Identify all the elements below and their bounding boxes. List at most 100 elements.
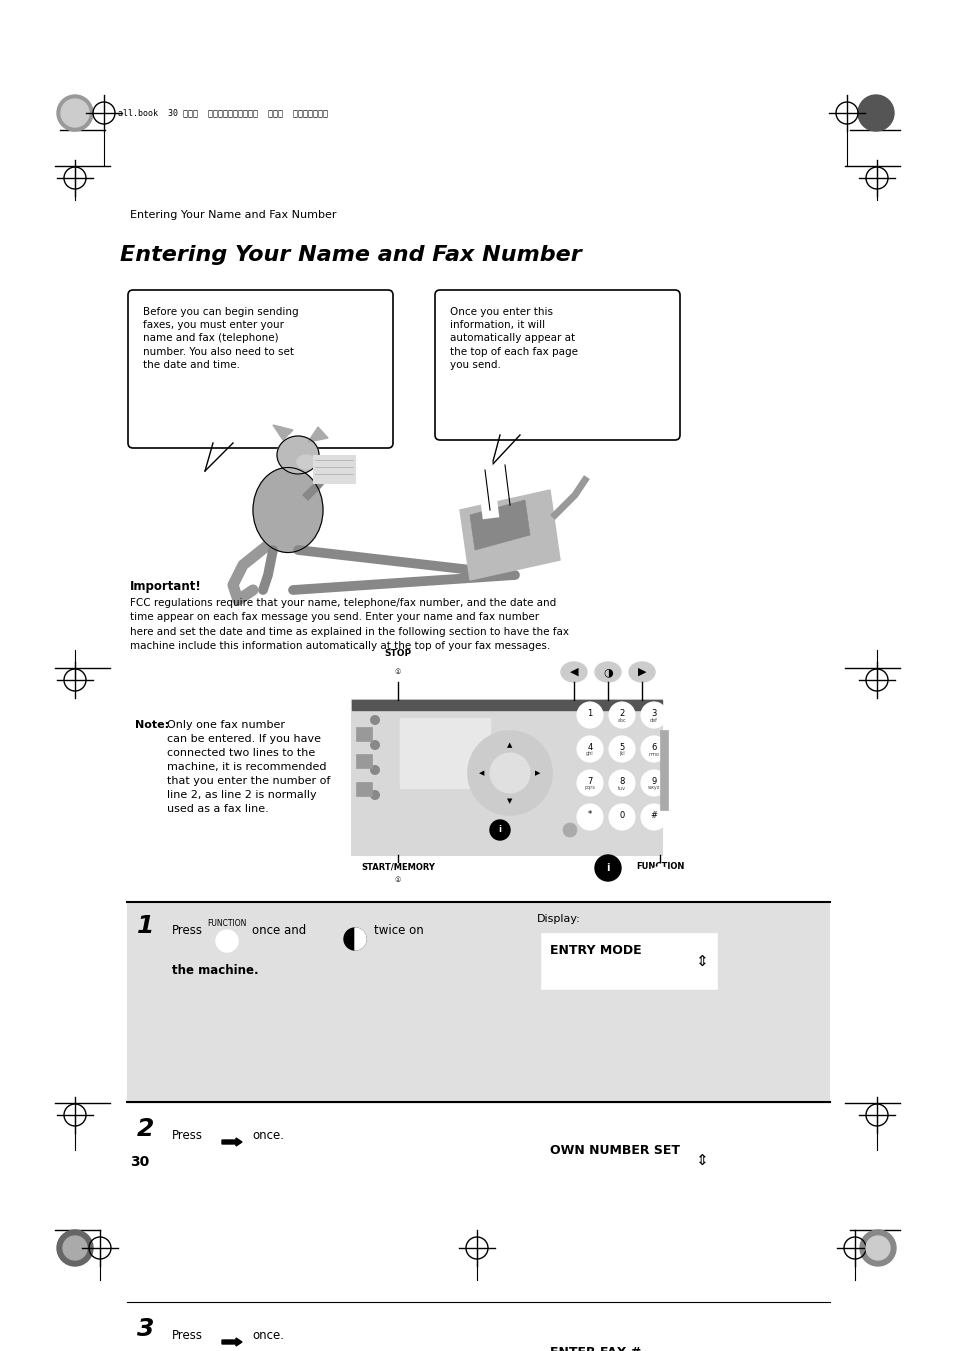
Text: START/MEMORY: START/MEMORY <box>360 862 435 871</box>
Text: 8: 8 <box>618 777 624 785</box>
Circle shape <box>490 820 510 840</box>
Text: once.: once. <box>252 1129 284 1142</box>
Text: Note:: Note: <box>135 720 169 730</box>
Ellipse shape <box>296 455 314 469</box>
Text: 9: 9 <box>651 777 656 785</box>
Text: def: def <box>649 717 658 723</box>
Text: ▶: ▶ <box>638 667 645 677</box>
Circle shape <box>370 740 379 750</box>
Circle shape <box>857 95 893 131</box>
Text: i: i <box>498 825 501 835</box>
Circle shape <box>370 790 379 800</box>
Wedge shape <box>355 928 366 950</box>
Text: FCC regulations require that your name, telephone/fax number, and the date and
t: FCC regulations require that your name, … <box>130 598 568 651</box>
Text: 2: 2 <box>137 1117 154 1142</box>
Text: 4: 4 <box>587 743 592 751</box>
Text: ENTER FAX #: ENTER FAX # <box>550 1346 640 1351</box>
Text: pqrs: pqrs <box>584 785 595 790</box>
Circle shape <box>608 703 635 728</box>
Bar <box>541 1333 717 1351</box>
Bar <box>659 730 667 811</box>
Text: the machine.: the machine. <box>172 965 258 977</box>
Text: Important!: Important! <box>130 580 201 593</box>
Text: ◑: ◑ <box>602 667 612 677</box>
Text: Display:: Display: <box>537 915 580 924</box>
Circle shape <box>646 867 672 893</box>
Ellipse shape <box>628 662 655 682</box>
Ellipse shape <box>253 467 323 553</box>
Bar <box>399 717 490 788</box>
Circle shape <box>57 95 92 131</box>
Text: tuv: tuv <box>618 785 625 790</box>
Text: Before you can begin sending
faxes, you must enter your
name and fax (telephone): Before you can begin sending faxes, you … <box>143 307 298 370</box>
Text: 2: 2 <box>618 708 624 717</box>
Text: FUNCTION: FUNCTION <box>635 862 683 871</box>
Text: Press: Press <box>172 1129 203 1142</box>
Text: 30: 30 <box>130 1155 149 1169</box>
Text: 3: 3 <box>137 1317 154 1342</box>
Circle shape <box>219 1129 245 1155</box>
Text: Entering Your Name and Fax Number: Entering Your Name and Fax Number <box>120 245 581 265</box>
Circle shape <box>370 765 379 775</box>
Circle shape <box>577 736 602 762</box>
Polygon shape <box>205 443 233 471</box>
Circle shape <box>859 1229 895 1266</box>
Circle shape <box>577 804 602 830</box>
Ellipse shape <box>560 662 586 682</box>
Circle shape <box>865 1236 889 1260</box>
Bar <box>127 711 341 900</box>
Polygon shape <box>459 490 559 580</box>
Text: Only one fax number
can be entered. If you have
connected two lines to the
machi: Only one fax number can be entered. If y… <box>167 720 330 815</box>
Text: abc: abc <box>617 717 626 723</box>
Text: wxyz: wxyz <box>647 785 659 790</box>
Bar <box>355 782 372 796</box>
Text: Press: Press <box>172 924 203 938</box>
Circle shape <box>219 1329 245 1351</box>
Circle shape <box>61 99 89 127</box>
FancyArrow shape <box>222 1138 242 1146</box>
Ellipse shape <box>595 662 620 682</box>
Circle shape <box>490 753 530 793</box>
Circle shape <box>640 703 666 728</box>
Text: 7: 7 <box>587 777 592 785</box>
FancyBboxPatch shape <box>128 290 393 449</box>
Text: twice on: twice on <box>374 924 423 938</box>
Text: ▶: ▶ <box>535 770 540 775</box>
Bar <box>355 754 372 767</box>
Circle shape <box>595 855 620 881</box>
Text: ENTRY MODE: ENTRY MODE <box>550 944 641 957</box>
Circle shape <box>640 736 666 762</box>
Circle shape <box>577 770 602 796</box>
Circle shape <box>57 1229 92 1266</box>
Circle shape <box>562 823 577 838</box>
Ellipse shape <box>384 663 412 681</box>
Text: jkl: jkl <box>618 751 624 757</box>
Text: once and: once and <box>252 924 306 938</box>
Circle shape <box>608 770 635 796</box>
Ellipse shape <box>378 871 416 889</box>
Circle shape <box>640 770 666 796</box>
Ellipse shape <box>276 436 318 474</box>
Circle shape <box>63 1236 87 1260</box>
Polygon shape <box>308 427 328 442</box>
Bar <box>355 727 372 740</box>
Text: *: * <box>587 811 592 820</box>
Text: ①: ① <box>395 877 400 884</box>
Polygon shape <box>273 426 293 440</box>
Circle shape <box>577 703 602 728</box>
Bar <box>313 455 355 484</box>
Text: STOP: STOP <box>384 648 411 658</box>
Text: all.book  30 ページ  ２００４年６月２２日  火曜日  午後１２時１分: all.book 30 ページ ２００４年６月２２日 火曜日 午後１２時１分 <box>118 108 328 118</box>
Bar <box>541 1133 717 1186</box>
Circle shape <box>640 804 666 830</box>
Text: ⇕: ⇕ <box>695 954 708 969</box>
Circle shape <box>608 736 635 762</box>
Text: ①: ① <box>395 669 400 676</box>
Text: i: i <box>605 863 609 873</box>
Text: 3: 3 <box>651 708 656 717</box>
Text: 1: 1 <box>137 915 154 938</box>
Bar <box>352 700 661 855</box>
Text: ▼: ▼ <box>507 798 512 804</box>
Bar <box>541 934 717 989</box>
Bar <box>352 700 661 711</box>
